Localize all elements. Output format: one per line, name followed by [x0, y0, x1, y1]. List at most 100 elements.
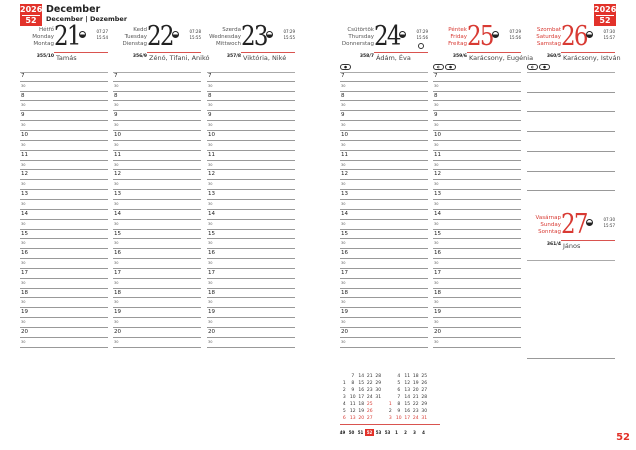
hour-row[interactable]: 20 30 — [113, 328, 201, 348]
hour-row[interactable]: 12 30 — [433, 170, 521, 191]
hour-row[interactable]: 16 30 — [20, 249, 108, 269]
hour-row[interactable]: 9 30 — [207, 111, 295, 132]
hour-row[interactable]: 9 30 — [20, 111, 108, 132]
hour-row[interactable]: 10 30 — [207, 131, 295, 151]
hour-row[interactable]: 13 30 — [207, 190, 295, 210]
hour-row[interactable]: 11 30 — [433, 151, 521, 171]
hour-row[interactable]: 12 30 — [207, 170, 295, 191]
half-hour-label: 30 — [433, 141, 521, 151]
hour-row[interactable]: 13 30 — [433, 190, 521, 210]
weekday-names: Hétfő Monday Montag — [32, 27, 54, 48]
hour-row[interactable]: 19 30 — [20, 308, 108, 328]
half-hour-label: 30 — [20, 161, 108, 171]
hour-row[interactable]: 15 30 — [207, 230, 295, 250]
week-number: 52 — [365, 429, 374, 436]
hour-row[interactable]: 20 30 — [207, 328, 295, 348]
hour-row[interactable]: 7 30 — [207, 72, 295, 92]
note-line[interactable] — [527, 91, 615, 93]
hour-row[interactable]: 16 30 — [340, 249, 428, 269]
note-line[interactable] — [527, 170, 615, 172]
half-hour-label: 30 — [207, 200, 295, 210]
hour-row[interactable]: 11 30 — [207, 151, 295, 171]
hour-row[interactable]: 17 30 — [433, 269, 521, 289]
hour-row[interactable]: 11 30 — [20, 151, 108, 171]
hour-row[interactable]: 14 30 — [340, 210, 428, 230]
note-line[interactable] — [527, 111, 615, 113]
hour-row[interactable]: 17 30 — [113, 269, 201, 289]
hour-row[interactable]: 19 30 — [207, 308, 295, 328]
calendar-day: 23 — [412, 409, 419, 414]
hour-row[interactable]: 10 30 — [113, 131, 201, 151]
hour-row[interactable]: 18 30 — [340, 289, 428, 309]
name-day: János — [563, 242, 581, 250]
hour-row[interactable]: 19 30 — [113, 308, 201, 328]
note-line[interactable] — [527, 131, 615, 133]
hour-row[interactable]: 13 30 — [340, 190, 428, 210]
sunrise-time: 07:30 — [603, 29, 615, 34]
hour-row[interactable]: 16 30 — [113, 249, 201, 269]
calendar-day: 18 — [358, 402, 365, 407]
hour-row[interactable]: 10 30 — [433, 131, 521, 151]
header-underline — [241, 52, 295, 53]
hour-row[interactable]: 20 30 — [433, 328, 521, 348]
hour-row[interactable]: 15 30 — [340, 230, 428, 250]
hour-row[interactable]: 8 30 — [207, 92, 295, 112]
calendar-day: 13 — [404, 388, 411, 393]
hour-row[interactable]: 16 30 — [207, 249, 295, 269]
hour-row[interactable]: 11 30 — [340, 151, 428, 171]
hour-row[interactable]: 12 30 — [340, 170, 428, 191]
hour-row[interactable]: 18 30 — [20, 289, 108, 309]
hour-row[interactable]: 11 30 — [113, 151, 201, 171]
hour-row[interactable]: 10 30 — [340, 131, 428, 151]
hour-row[interactable]: 7 30 — [20, 72, 108, 92]
hour-row[interactable]: 19 30 — [433, 308, 521, 328]
hour-row[interactable]: 9 30 — [113, 111, 201, 132]
hour-row[interactable]: 9 30 — [340, 111, 428, 132]
hour-row[interactable]: 18 30 — [433, 289, 521, 309]
hour-row[interactable]: 8 30 — [433, 92, 521, 112]
hour-row[interactable]: 20 30 — [20, 328, 108, 348]
hour-row[interactable]: 16 30 — [433, 249, 521, 269]
day-header: Kedd Tuesday Dienstag 22 07:28 15:55 356/9 … — [113, 0, 209, 63]
eye-icon: ● — [445, 64, 456, 70]
hour-row[interactable]: 7 30 — [340, 72, 428, 92]
calendar-day: 29 — [421, 402, 428, 407]
week-number: 52 — [596, 15, 614, 26]
weekday-name: Thursday — [348, 34, 374, 40]
hour-row[interactable]: 9 30 — [433, 111, 521, 132]
hour-row[interactable]: 7 30 — [433, 72, 521, 92]
hour-row[interactable]: 13 30 — [20, 190, 108, 210]
note-line[interactable] — [527, 358, 615, 359]
hour-row[interactable]: 8 30 — [113, 92, 201, 112]
hour-row[interactable]: 17 30 — [20, 269, 108, 289]
hour-row[interactable]: 12 30 — [20, 170, 108, 191]
hour-row[interactable]: 19 30 — [340, 308, 428, 328]
hour-row[interactable]: 15 30 — [113, 230, 201, 250]
hour-row[interactable]: 12 30 — [113, 170, 201, 191]
sunrise-time: 07:29 — [283, 29, 295, 34]
hour-row[interactable]: 15 30 — [433, 230, 521, 250]
hour-row[interactable]: 18 30 — [207, 289, 295, 309]
week-number: 51 — [357, 430, 364, 435]
sunset-time: 15:55 — [189, 35, 201, 40]
hour-row[interactable]: 14 30 — [207, 210, 295, 230]
hour-row[interactable]: 15 30 — [20, 230, 108, 250]
hour-row[interactable]: 7 30 — [113, 72, 201, 92]
hour-row[interactable]: 8 30 — [20, 92, 108, 112]
hour-row[interactable]: 8 30 — [340, 92, 428, 112]
hour-row[interactable]: 17 30 — [340, 269, 428, 289]
hour-row[interactable]: 14 30 — [113, 210, 201, 230]
hour-row[interactable]: 13 30 — [113, 190, 201, 210]
hour-label: 20 — [20, 328, 108, 338]
hour-row[interactable]: 18 30 — [113, 289, 201, 309]
note-line[interactable] — [527, 190, 615, 192]
hour-row[interactable]: 10 30 — [20, 131, 108, 151]
hour-row[interactable]: 17 30 — [207, 269, 295, 289]
half-hour-label: 30 — [207, 121, 295, 132]
note-line[interactable] — [527, 150, 615, 152]
calendar-day: 17 — [358, 395, 365, 400]
hour-row[interactable]: 14 30 — [433, 210, 521, 230]
hour-row[interactable]: 14 30 — [20, 210, 108, 230]
hour-row[interactable]: 20 30 — [340, 328, 428, 348]
holiday-icon: ◐ — [527, 64, 538, 70]
